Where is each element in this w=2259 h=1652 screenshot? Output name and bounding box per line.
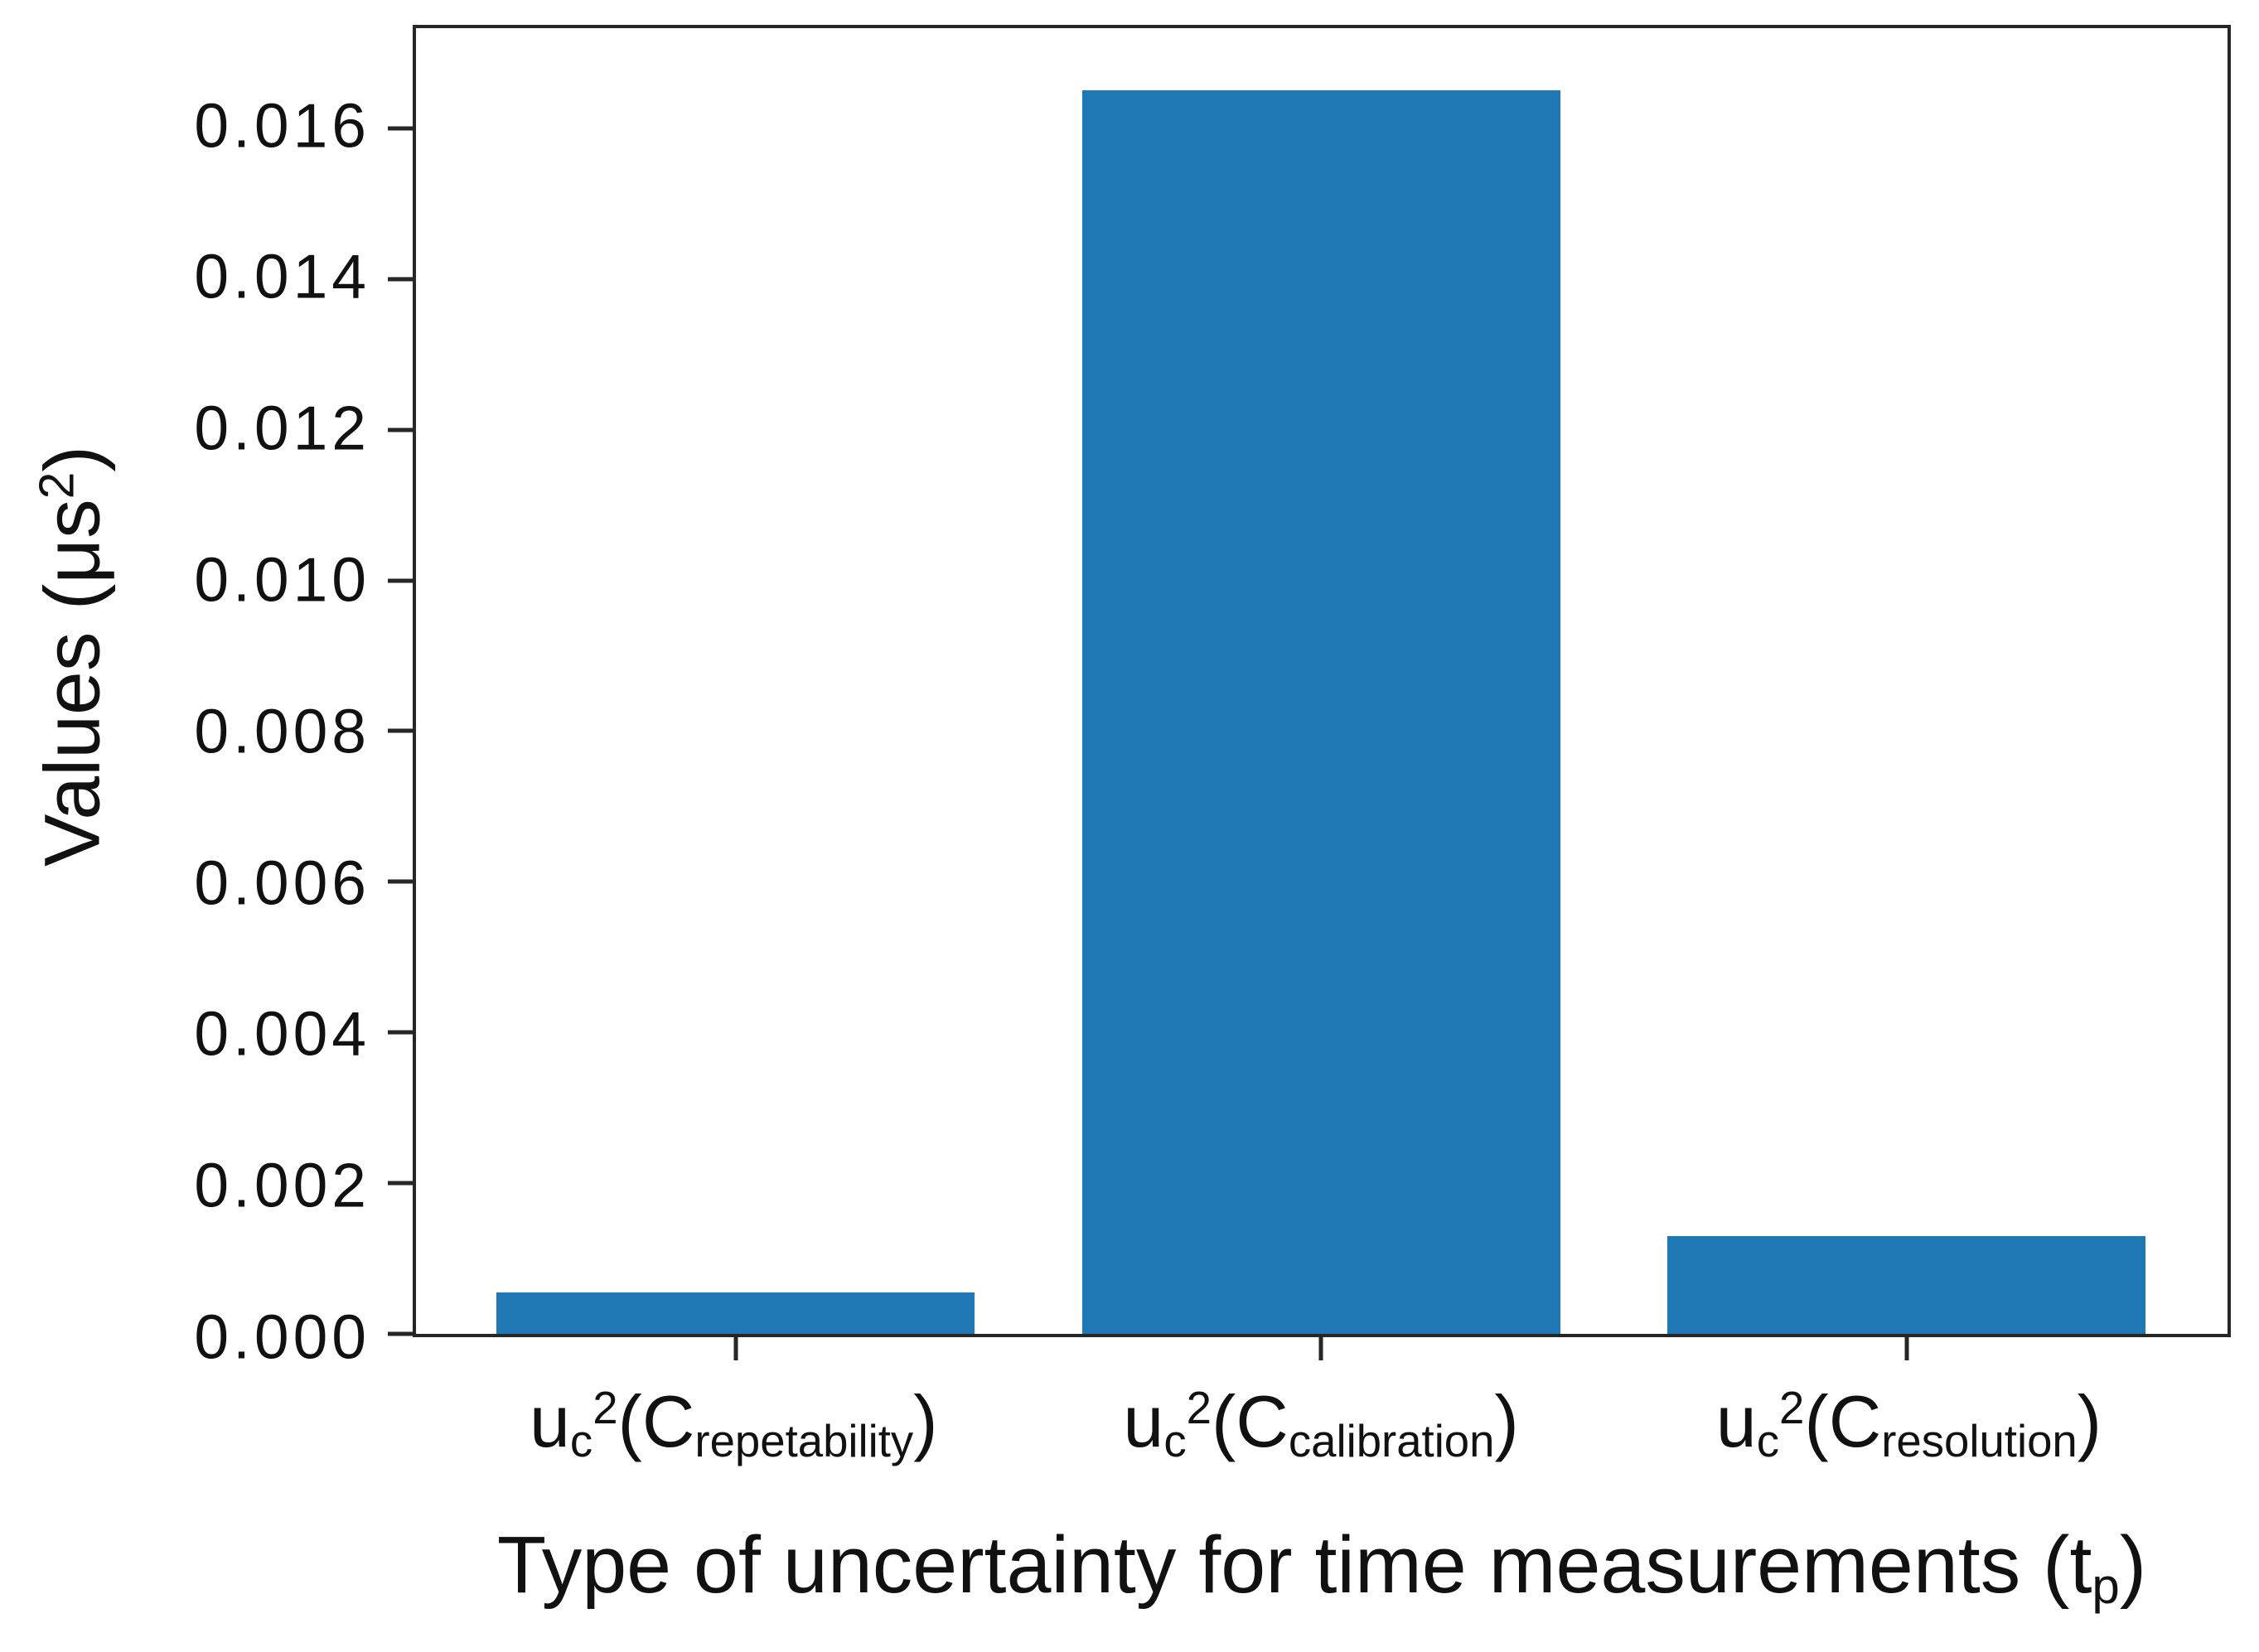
x-axis-title: Type of uncertainty for time measurement… (413, 1519, 2231, 1614)
x-category-label-2: uc2(Ccalibration) (1123, 1382, 1518, 1464)
label-part: ) (913, 1380, 938, 1462)
y-axis-tick-labels: 0.000 0.002 0.004 0.006 0.008 0.010 0.012 0.014… (0, 25, 413, 1368)
y-tick-label: 0.014 (194, 241, 370, 312)
label-part-sup: 2 (1186, 1382, 1212, 1433)
label-part-sup: 2 (1779, 1382, 1805, 1433)
y-tick-mark (388, 126, 413, 131)
y-tick-mark (388, 1030, 413, 1035)
label-part-sub: c (1756, 1416, 1780, 1466)
label-part: (C (1211, 1380, 1289, 1462)
label-part-sub: calibration (1288, 1416, 1495, 1466)
x-tick-mark (1904, 1337, 1909, 1360)
y-tick-mark (388, 578, 413, 583)
label-part-sub: repetability (694, 1416, 914, 1466)
label-part-sub: resolution (1881, 1416, 2078, 1466)
label-part: u (529, 1380, 570, 1462)
x-axis-category-labels: uc2(Crepetability) uc2(Ccalibration) uc2(C… (413, 1385, 2231, 1501)
plot-area (388, 25, 2231, 1360)
label-part-sub: c (1163, 1416, 1187, 1466)
y-tick-label: 0.004 (194, 998, 370, 1069)
y-tick-label: 0.010 (194, 544, 370, 615)
label-part: ) (2077, 1380, 2102, 1462)
x-tick-mark (733, 1337, 738, 1360)
y-tick-mark (388, 427, 413, 432)
x-tick-mark (1318, 1337, 1323, 1360)
y-tick-label: 0.008 (194, 696, 370, 766)
label-part: u (1715, 1380, 1757, 1462)
y-tick-label: 0.016 (194, 90, 370, 161)
label-part-sup: 2 (593, 1382, 618, 1433)
y-tick-mark (388, 728, 413, 733)
y-tick-mark (388, 879, 413, 884)
bar-1 (496, 1292, 975, 1334)
label-part-sub: p (2092, 1558, 2120, 1615)
label-part: ) (1494, 1380, 1519, 1462)
bar-3 (1667, 1235, 2146, 1334)
y-tick-mark (388, 1181, 413, 1186)
label-part: (C (617, 1380, 695, 1462)
x-category-label-3: uc2(Cresolution) (1716, 1382, 2102, 1464)
bar-2 (1081, 90, 1560, 1334)
y-tick-label: 0.012 (194, 393, 370, 463)
y-tick-label: 0.000 (194, 1302, 370, 1372)
label-part: (C (1804, 1380, 1882, 1462)
y-tick-label: 0.006 (194, 848, 370, 918)
y-tick-mark (388, 1331, 413, 1336)
x-category-label-1: uc2(Crepetability) (530, 1382, 938, 1464)
y-tick-mark (388, 277, 413, 282)
label-part-sub: c (569, 1416, 593, 1466)
label-part: Type of uncertainty for time measurement… (496, 1519, 2092, 1610)
label-part: ) (2119, 1519, 2147, 1610)
label-part: u (1123, 1380, 1164, 1462)
y-tick-label: 0.002 (194, 1150, 370, 1220)
